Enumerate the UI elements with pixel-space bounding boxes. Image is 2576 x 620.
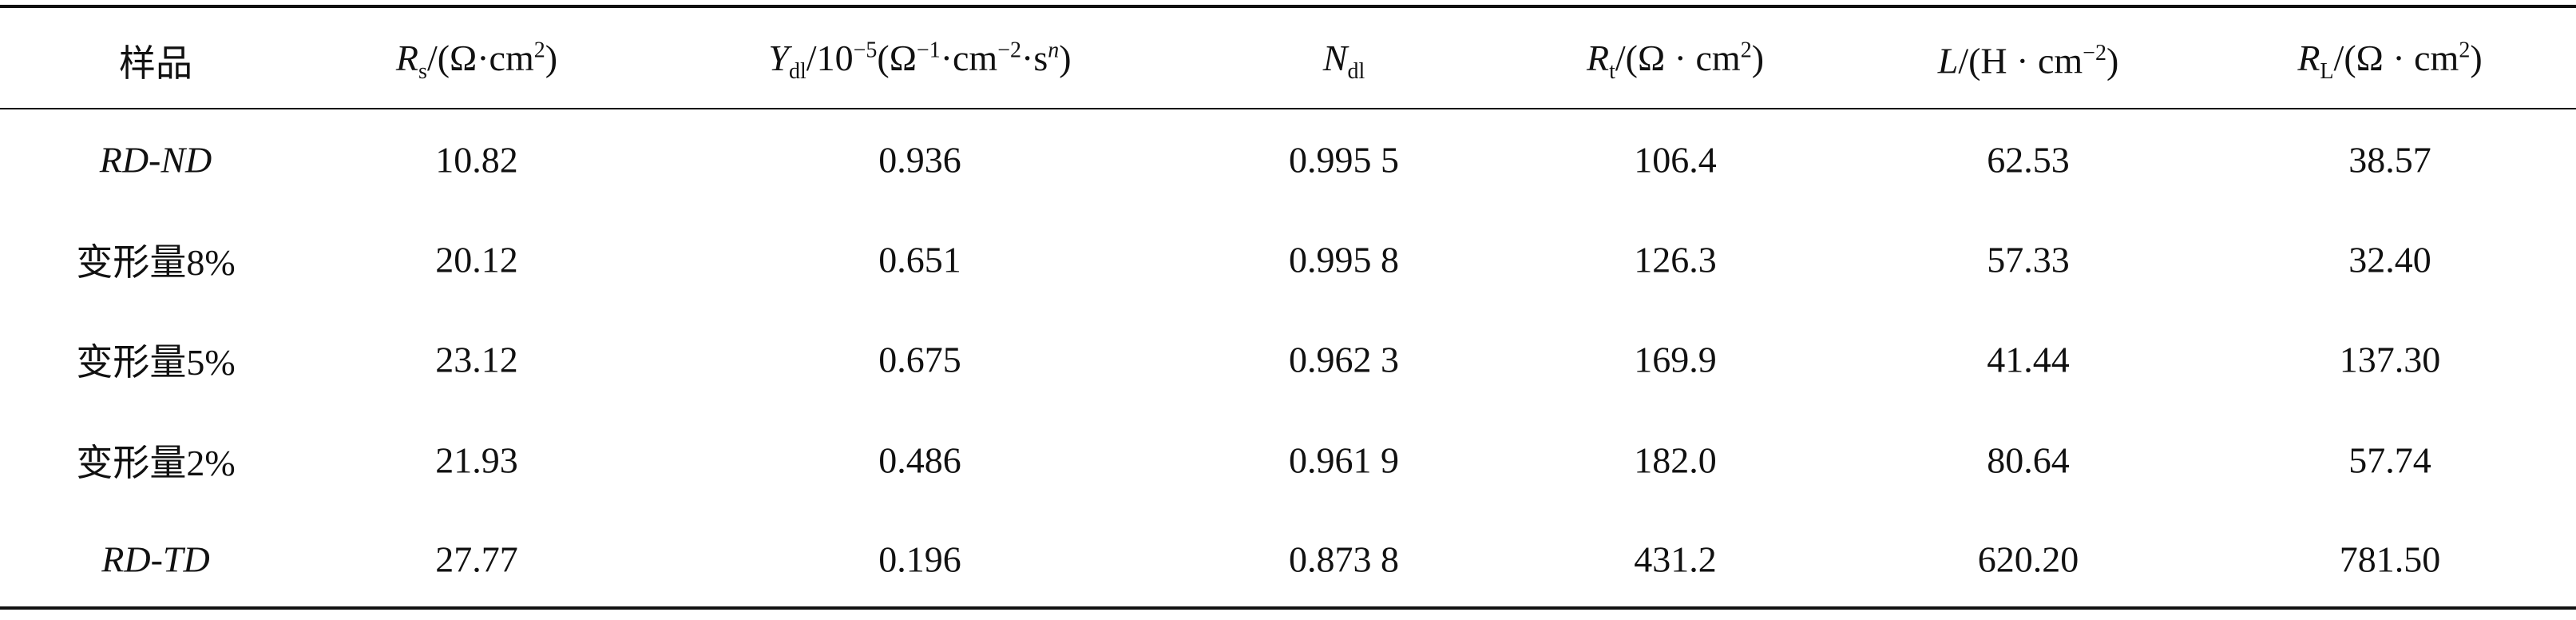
header-cell: 样品 [119,34,192,87]
row-label: 变形量2% [76,443,236,483]
header-cell: Ydl/10−5(Ω−1·cm−2·sn) [768,37,1071,85]
table-cell: 0.196 [878,539,961,580]
table-cell: 620.20 [1977,539,2079,580]
header-text: −1 [916,38,941,63]
header-text: −2 [2083,41,2106,66]
header-text: R [2297,37,2320,78]
header-text: Y [768,37,790,78]
header-text: 2 [2459,38,2471,63]
header-text: ) [2470,37,2483,78]
table-cell: 27.77 [435,539,518,580]
header-cell: RL/(Ω · cm2) [2297,37,2482,85]
table-cell: 0.962 3 [1289,339,1399,380]
header-text: /(H · cm [1958,40,2083,81]
table-cell: 106.4 [1634,139,1717,181]
header-text: ) [2106,40,2119,81]
row-label: 变形量8% [76,242,236,283]
header-text: R [395,37,419,78]
table-cell: 80.64 [1987,439,2070,481]
header-text: dl [789,59,806,85]
table-cell: 32.40 [2348,239,2431,280]
header-text: −5 [853,38,878,63]
table-cell: 169.9 [1634,339,1717,380]
header-text: 2 [1740,38,1752,63]
header-cell: Ndl [1323,37,1365,85]
table-cell: 57.74 [2348,439,2431,481]
table-cell: 20.12 [435,239,518,280]
table-cell: 41.44 [1987,339,2070,380]
header-text: 2 [533,38,545,63]
table-cell: 21.93 [435,439,518,481]
table-cell: 0.961 9 [1289,439,1399,481]
header-rule [0,108,2576,109]
table-cell: 431.2 [1634,539,1717,580]
table-cell: 0.486 [878,439,961,481]
header-text: ) [1059,37,1072,78]
header-text: /(Ω · cm [2333,37,2459,78]
row-label: RD-ND [99,139,212,181]
header-text: ) [1751,37,1765,78]
header-text: ·cm [940,37,998,78]
header-text: ·s [1021,37,1048,78]
table-cell: 38.57 [2348,139,2431,181]
table-cell: 137.30 [2339,339,2441,380]
header-text: N [1322,37,1348,78]
table-cell: 0.651 [878,239,961,280]
header-cell: L/(H · cm−2) [1938,40,2119,82]
row-label: RD-TD [101,539,210,580]
table-cell: 23.12 [435,339,518,380]
header-text: L [1937,40,1959,81]
header-text: /10 [806,37,854,78]
header-text: −2 [997,38,1022,63]
table-cell: 0.995 8 [1289,239,1399,280]
header-text: /(Ω · cm [1615,37,1741,78]
header-text: ) [545,37,558,78]
header-cell: Rt/(Ω · cm2) [1587,37,1764,85]
table-cell: 182.0 [1634,439,1717,481]
header-text: /(Ω·cm [426,37,534,78]
header-cell: Rs/(Ω·cm2) [396,37,557,85]
header-text: (Ω [877,37,917,78]
top-rule [0,5,2576,8]
header-text: 样品 [119,43,192,84]
table-cell: 0.873 8 [1289,539,1399,580]
table-cell: 0.936 [878,139,961,181]
table-cell: 57.33 [1987,239,2070,280]
header-text: R [1586,37,1610,78]
table-cell: 126.3 [1634,239,1717,280]
header-text: t [1609,59,1615,85]
bottom-rule [0,606,2576,610]
table-cell: 62.53 [1987,139,2070,181]
header-text: dl [1347,59,1365,85]
header-text: L [2320,59,2334,85]
row-label: 变形量5% [76,342,236,383]
table-cell: 0.995 5 [1289,139,1399,181]
header-text: s [418,59,427,85]
table-cell: 10.82 [435,139,518,181]
table-cell: 781.50 [2339,539,2441,580]
header-text: n [1048,38,1060,63]
table-cell: 0.675 [878,339,961,380]
